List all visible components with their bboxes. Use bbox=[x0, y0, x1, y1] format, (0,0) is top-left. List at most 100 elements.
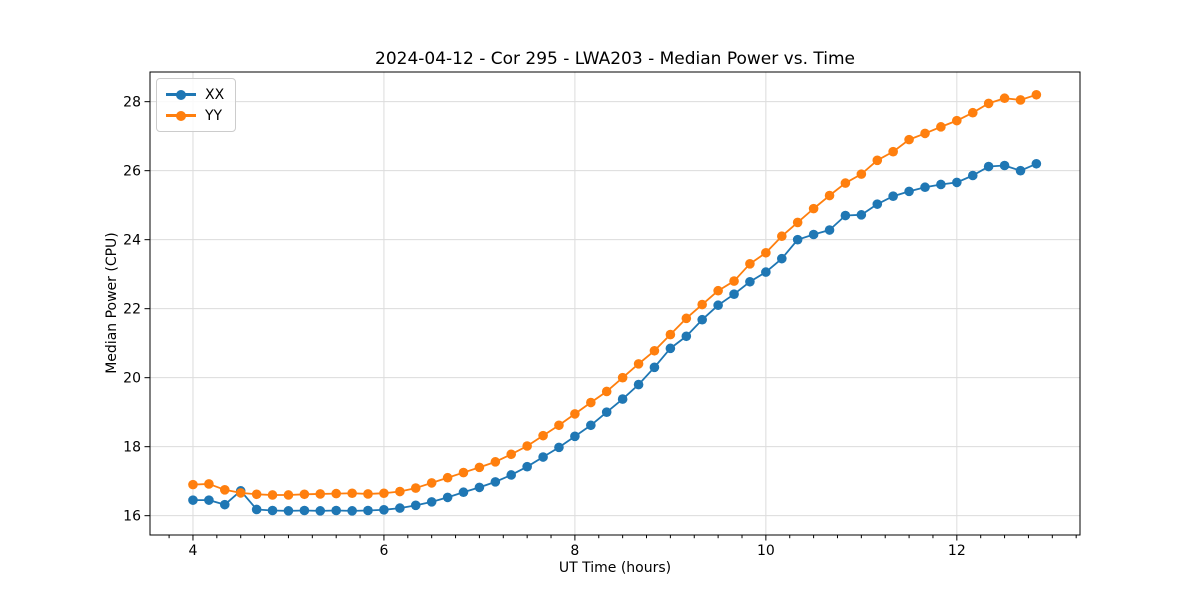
data-point bbox=[219, 485, 230, 495]
data-point bbox=[474, 462, 485, 473]
data-point bbox=[967, 170, 978, 181]
data-point bbox=[315, 506, 326, 516]
data-point bbox=[729, 289, 739, 299]
data-point bbox=[283, 490, 294, 500]
data-point bbox=[442, 492, 453, 503]
data-point bbox=[952, 177, 962, 188]
data-point bbox=[761, 267, 771, 277]
data-point bbox=[506, 470, 517, 480]
data-point bbox=[331, 505, 341, 516]
data-point bbox=[1015, 165, 1026, 176]
data-point bbox=[410, 500, 421, 511]
data-point bbox=[936, 179, 946, 190]
y-tick-label: 20 bbox=[123, 370, 141, 386]
data-point bbox=[936, 122, 946, 132]
data-point bbox=[904, 134, 914, 145]
plot-frame bbox=[149, 71, 1081, 536]
data-point bbox=[633, 379, 644, 390]
data-point bbox=[697, 299, 707, 310]
x-tick-label: 6 bbox=[379, 543, 388, 559]
data-point bbox=[824, 190, 835, 201]
y-tick-label: 28 bbox=[123, 94, 141, 110]
series-line-xx bbox=[192, 162, 1037, 512]
y-tick-label: 16 bbox=[123, 508, 141, 524]
data-point bbox=[1031, 89, 1042, 100]
data-point bbox=[745, 276, 755, 287]
data-point bbox=[1015, 95, 1026, 105]
data-point bbox=[506, 449, 517, 460]
data-point bbox=[251, 504, 262, 515]
data-point bbox=[777, 253, 787, 264]
y-axis-label-text: Median Power (CPU) bbox=[104, 232, 120, 374]
data-point bbox=[777, 231, 787, 242]
data-point bbox=[474, 482, 485, 493]
x-tick-label: 10 bbox=[757, 543, 775, 559]
data-point bbox=[792, 217, 803, 228]
data-point bbox=[856, 169, 867, 179]
data-point bbox=[665, 343, 676, 354]
data-point bbox=[458, 467, 469, 478]
data-point bbox=[617, 372, 628, 383]
data-point bbox=[745, 259, 755, 269]
data-point bbox=[633, 359, 644, 369]
data-point bbox=[872, 199, 883, 209]
x-tick-label: 4 bbox=[189, 543, 198, 559]
data-point bbox=[331, 488, 341, 499]
data-point bbox=[570, 409, 580, 419]
data-point bbox=[872, 155, 883, 166]
data-point bbox=[681, 331, 692, 342]
data-point bbox=[204, 479, 214, 489]
data-point bbox=[538, 430, 548, 441]
data-point bbox=[649, 362, 660, 373]
y-tick-label: 26 bbox=[123, 163, 141, 179]
data-point bbox=[395, 486, 405, 497]
data-point bbox=[713, 300, 723, 311]
data-point bbox=[665, 329, 676, 340]
data-point bbox=[761, 247, 771, 258]
data-point bbox=[920, 128, 930, 139]
data-point bbox=[888, 191, 898, 202]
data-point bbox=[188, 479, 198, 490]
data-point bbox=[363, 505, 373, 516]
legend-label-yy: YY bbox=[205, 107, 223, 124]
data-point bbox=[1031, 158, 1042, 169]
data-point bbox=[840, 210, 851, 221]
data-point bbox=[586, 397, 596, 408]
x-axis-label: UT Time (hours) bbox=[558, 560, 672, 576]
legend: XX YY bbox=[156, 78, 237, 132]
data-point bbox=[315, 489, 326, 499]
data-point bbox=[379, 505, 389, 515]
data-point bbox=[554, 420, 564, 431]
data-point bbox=[490, 457, 501, 467]
data-point bbox=[267, 505, 278, 516]
data-point bbox=[967, 107, 978, 118]
legend-item-yy: YY bbox=[166, 105, 224, 126]
data-point bbox=[952, 115, 962, 126]
data-point bbox=[792, 234, 803, 245]
data-point bbox=[729, 276, 739, 286]
data-point bbox=[267, 490, 278, 500]
chart-title: 2024-04-12 - Cor 295 - LWA203 - Median P… bbox=[375, 49, 855, 69]
data-point bbox=[856, 210, 867, 220]
data-point bbox=[458, 487, 469, 498]
data-point bbox=[188, 495, 198, 505]
data-point bbox=[681, 313, 692, 324]
data-point bbox=[999, 160, 1010, 171]
data-point bbox=[251, 489, 262, 500]
data-point bbox=[824, 225, 835, 235]
axis-ticks: 4 6 8 10 12 16 18 20 22 24 26 28 bbox=[123, 94, 1077, 559]
data-point bbox=[920, 182, 930, 193]
data-point bbox=[649, 345, 660, 356]
data-point bbox=[888, 146, 898, 157]
data-point bbox=[522, 441, 532, 451]
legend-marker-yy bbox=[176, 110, 186, 121]
y-tick-label: 18 bbox=[123, 439, 141, 455]
x-tick-label: 12 bbox=[948, 543, 966, 559]
x-tick-label: 8 bbox=[570, 543, 579, 559]
data-point bbox=[808, 229, 819, 240]
data-point bbox=[426, 478, 437, 488]
data-point bbox=[395, 503, 405, 513]
data-point bbox=[379, 488, 389, 499]
legend-label-xx: XX bbox=[205, 86, 225, 103]
